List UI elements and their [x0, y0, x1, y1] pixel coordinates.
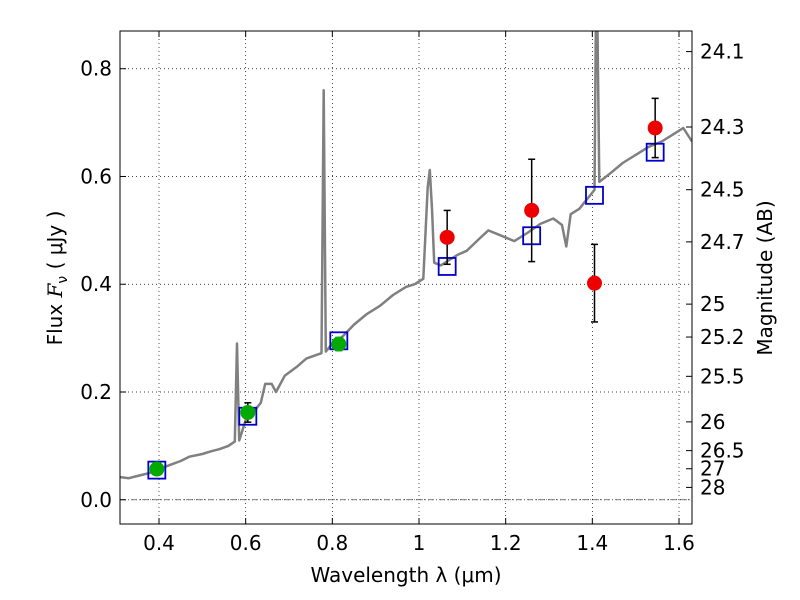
magnitude-tick-label: 26	[700, 410, 725, 434]
y-tick-label: 0.2	[80, 380, 112, 404]
magnitude-tick-label: 25.5	[700, 364, 745, 388]
observed-flux-point	[240, 404, 256, 420]
observed-flux-point	[439, 229, 455, 245]
magnitude-tick-label: 27	[700, 457, 725, 481]
plot-frame	[119, 30, 693, 525]
y-axis-label: Flux Fν ( μJy )	[43, 211, 71, 346]
x-tick-label: 1.2	[490, 531, 522, 555]
spectrum-line	[120, 31, 692, 480]
y-tick-label: 0.8	[80, 57, 112, 81]
magnitude-tick-label: 24.3	[700, 115, 745, 139]
y-tick-label: 0.4	[80, 272, 112, 296]
y-tick-label: 0.6	[80, 164, 112, 188]
observed-flux-point	[524, 202, 540, 218]
x-tick-label: 1.6	[663, 531, 695, 555]
x-axis-label: Wavelength λ (μm)	[310, 563, 501, 587]
observed-flux-point	[149, 461, 165, 477]
observed-flux-point	[647, 120, 663, 136]
grid-lines	[120, 31, 692, 524]
magnitude-tick-label: 24.1	[700, 40, 745, 64]
magnitude-tick-label: 25.2	[700, 325, 745, 349]
magnitude-tick-label: 25	[700, 292, 725, 316]
x-tick-label: 0.6	[230, 531, 262, 555]
magnitude-axis-label: Magnitude (AB)	[753, 200, 777, 355]
x-tick-label: 0.4	[143, 531, 175, 555]
magnitude-tick-label: 28	[700, 475, 725, 499]
y-tick-label: 0.0	[80, 488, 112, 512]
magnitude-tick-label: 24.7	[700, 230, 745, 254]
chart-marks	[120, 31, 692, 480]
x-axis-ticks: 0.4 0.6 0.8 1 1.2 1.4 1.6	[143, 31, 695, 555]
observed-flux-point	[331, 336, 347, 352]
magnitude-tick-label: 26.5	[700, 439, 745, 463]
x-tick-label: 0.8	[316, 531, 348, 555]
model-photometry-square	[585, 185, 604, 205]
observed-flux-point	[587, 275, 602, 291]
y-axis-ticks: 0.0 0.2 0.4 0.6 0.8	[80, 57, 126, 512]
x-tick-label: 1	[413, 531, 426, 555]
magnitude-tick-label: 24.5	[700, 178, 745, 202]
x-tick-label: 1.4	[576, 531, 608, 555]
